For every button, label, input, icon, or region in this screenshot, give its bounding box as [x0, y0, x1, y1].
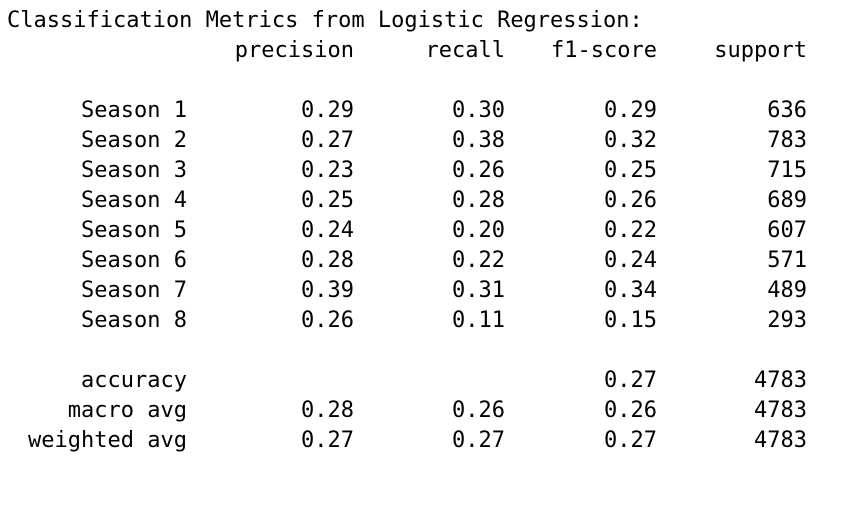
support-value: 636: [767, 98, 807, 123]
support-value: 715: [767, 158, 807, 183]
blank-line: [7, 66, 807, 96]
header-f1-score: f1-score: [551, 38, 657, 63]
f1-score-value: 0.27: [604, 428, 657, 453]
precision-value: 0.39: [301, 278, 354, 303]
row-label: macro avg: [67, 398, 187, 423]
f1-score-value: 0.15: [604, 308, 657, 333]
table-row: Season 4 0.25 0.28 0.26 689: [7, 186, 807, 216]
table-row: Season 3 0.23 0.26 0.25 715: [7, 156, 807, 186]
f1-score-value: 0.24: [604, 248, 657, 273]
recall-value: 0.28: [452, 188, 505, 213]
recall-value: 0.31: [452, 278, 505, 303]
support-value: 571: [767, 248, 807, 273]
row-label: Season 3: [81, 158, 187, 183]
row-label: Season 5: [81, 218, 187, 243]
recall-value: 0.22: [452, 248, 505, 273]
recall-value: 0.27: [452, 428, 505, 453]
f1-score-value: 0.26: [604, 398, 657, 423]
table-row: Season 1 0.29 0.30 0.29 636: [7, 96, 807, 126]
table-row: Season 8 0.26 0.11 0.15 293: [7, 306, 807, 336]
support-value: 607: [767, 218, 807, 243]
support-value: 689: [767, 188, 807, 213]
precision-value: 0.23: [301, 158, 354, 183]
f1-score-value: 0.22: [604, 218, 657, 243]
f1-score-value: 0.25: [604, 158, 657, 183]
recall-value: 0.11: [452, 308, 505, 333]
precision-value: 0.28: [301, 398, 354, 423]
support-value: 4783: [754, 398, 807, 423]
recall-value: 0.26: [452, 158, 505, 183]
precision-value: 0.27: [301, 128, 354, 153]
row-label: Season 8: [81, 308, 187, 333]
f1-score-value: 0.27: [604, 368, 657, 393]
table-row: Season 5 0.24 0.20 0.22 607: [7, 216, 807, 246]
support-value: 4783: [754, 428, 807, 453]
summary-row-macro-avg: macro avg 0.28 0.26 0.26 4783: [7, 396, 807, 426]
precision-value: 0.26: [301, 308, 354, 333]
precision-value: 0.25: [301, 188, 354, 213]
f1-score-value: 0.32: [604, 128, 657, 153]
header-recall: recall: [425, 38, 505, 63]
header-precision: precision: [234, 38, 354, 63]
support-value: 783: [767, 128, 807, 153]
recall-value: 0.26: [452, 398, 505, 423]
f1-score-value: 0.29: [604, 98, 657, 123]
row-label: Season 2: [81, 128, 187, 153]
summary-row-weighted-avg: weighted avg 0.27 0.27 0.27 4783: [7, 426, 807, 456]
row-label: Season 4: [81, 188, 187, 213]
row-label: Season 7: [81, 278, 187, 303]
precision-value: 0.29: [301, 98, 354, 123]
recall-value: 0.20: [452, 218, 505, 243]
row-label: Season 6: [81, 248, 187, 273]
row-label: Season 1: [81, 98, 187, 123]
summary-row-accuracy: accuracy 0.27 4783: [7, 366, 807, 396]
precision-value: 0.24: [301, 218, 354, 243]
recall-value: 0.38: [452, 128, 505, 153]
row-label: accuracy: [81, 368, 187, 393]
blank-line: [7, 336, 807, 366]
report-title: Classification Metrics from Logistic Reg…: [7, 8, 643, 33]
recall-value: 0.30: [452, 98, 505, 123]
row-label: weighted avg: [28, 428, 187, 453]
support-value: 293: [767, 308, 807, 333]
classification-report: Classification Metrics from Logistic Reg…: [7, 6, 807, 456]
header-support: support: [714, 38, 807, 63]
precision-value: 0.27: [301, 428, 354, 453]
header-row: precision recall f1-score support: [7, 36, 807, 66]
table-row: Season 2 0.27 0.38 0.32 783: [7, 126, 807, 156]
table-row: Season 6 0.28 0.22 0.24 571: [7, 246, 807, 276]
f1-score-value: 0.26: [604, 188, 657, 213]
support-value: 489: [767, 278, 807, 303]
table-row: Season 7 0.39 0.31 0.34 489: [7, 276, 807, 306]
f1-score-value: 0.34: [604, 278, 657, 303]
precision-value: 0.28: [301, 248, 354, 273]
support-value: 4783: [754, 368, 807, 393]
